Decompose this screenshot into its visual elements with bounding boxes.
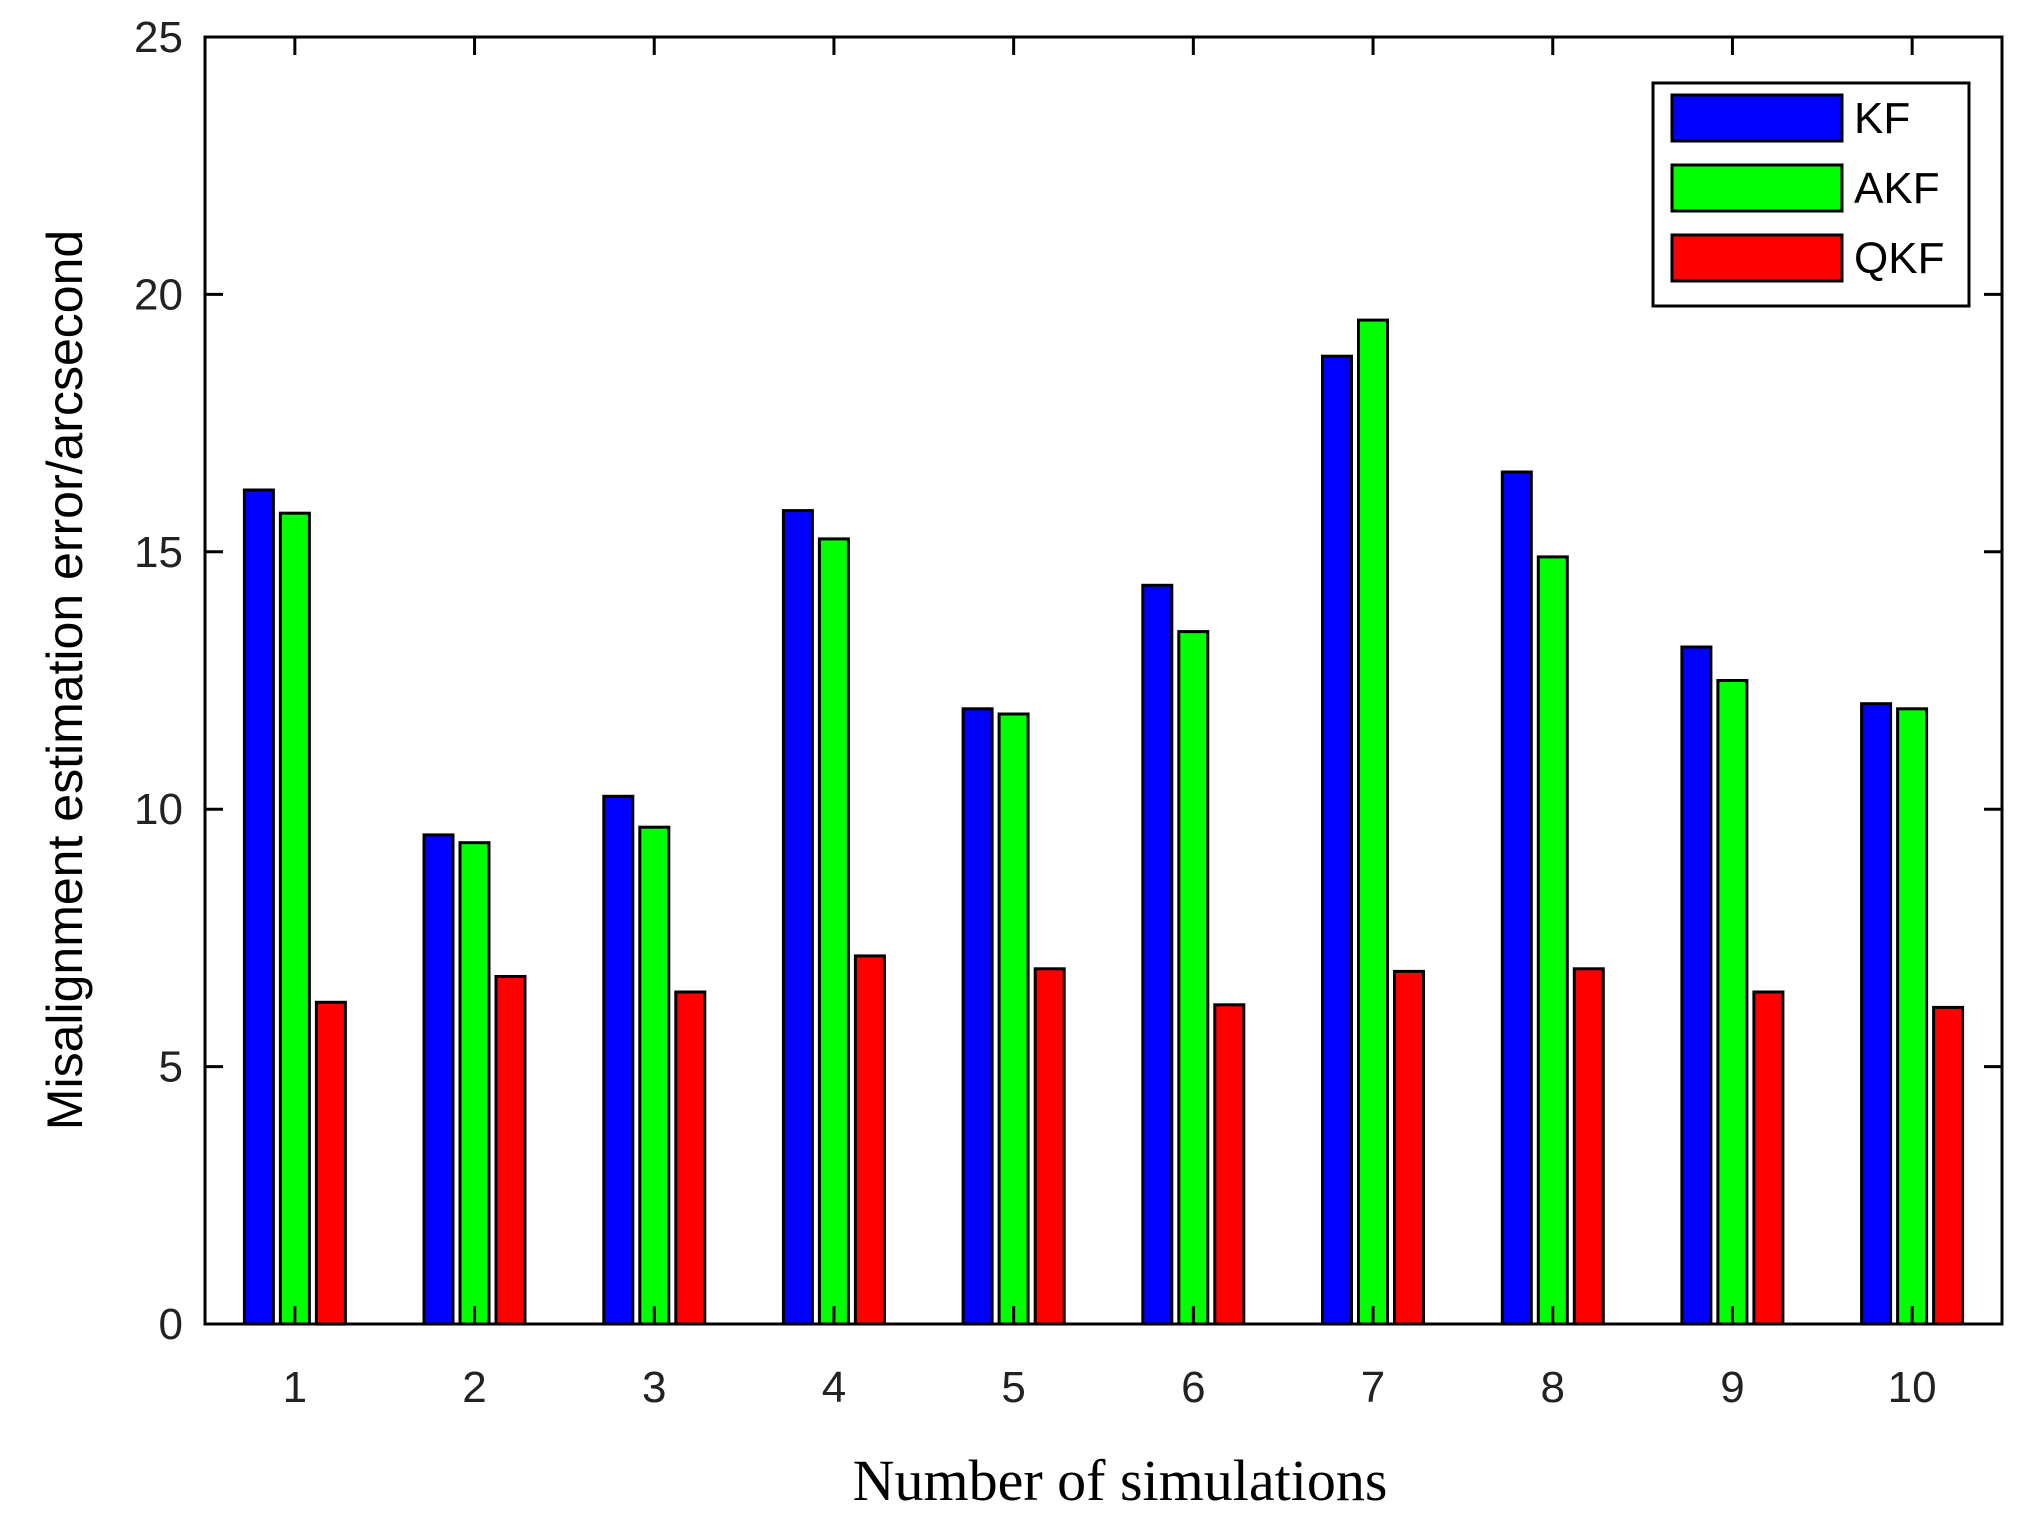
- bar-qkf-1: [314, 1000, 347, 1326]
- x-tick-label: 5: [1001, 1363, 1025, 1412]
- x-tick-label: 7: [1361, 1363, 1385, 1412]
- bar-kf-10: [1860, 702, 1893, 1326]
- plot-area-frame: [203, 35, 2004, 1326]
- y-tick-label: 10: [134, 785, 183, 834]
- bar-qkf-5: [1033, 967, 1066, 1326]
- bar-akf-3: [638, 825, 671, 1326]
- bar-akf-1: [278, 511, 311, 1326]
- x-axis-label: Number of simulations: [853, 1448, 1388, 1513]
- x-tick-label: 4: [822, 1363, 846, 1412]
- bar-qkf-7: [1393, 969, 1425, 1326]
- bar-akf-5: [997, 712, 1030, 1326]
- legend-swatch-kf: [1670, 93, 1844, 143]
- bar-kf-5: [961, 707, 994, 1326]
- bar-akf-10: [1896, 707, 1929, 1326]
- y-tick-label: 15: [134, 528, 183, 577]
- bar-akf-7: [1357, 318, 1389, 1326]
- bar-kf-2: [422, 833, 455, 1326]
- y-tick-label: 25: [134, 13, 183, 62]
- y-tick-label: 20: [134, 270, 183, 319]
- bar-qkf-3: [674, 990, 707, 1326]
- bar-akf-2: [458, 841, 491, 1326]
- x-tick-label: 2: [462, 1363, 486, 1412]
- bar-kf-7: [1321, 354, 1353, 1326]
- x-tick-label: 1: [283, 1363, 307, 1412]
- x-tick-label: 6: [1181, 1363, 1205, 1412]
- bar-qkf-2: [494, 975, 527, 1326]
- bar-kf-1: [242, 488, 275, 1326]
- legend: KF AKF QKF: [1651, 81, 1971, 308]
- x-tick-label: 3: [642, 1363, 666, 1412]
- legend-swatch-akf: [1670, 163, 1844, 213]
- bar-kf-8: [1500, 470, 1533, 1326]
- bars-layer: [242, 318, 1965, 1326]
- legend-label-akf: AKF: [1854, 164, 1940, 213]
- bar-qkf-10: [1932, 1005, 1965, 1326]
- x-axis: 1 2 3 4 5 6 7 8 9 10: [283, 37, 1937, 1412]
- bar-kf-6: [1141, 583, 1174, 1326]
- x-tick-label: 10: [1888, 1363, 1937, 1412]
- bar-akf-8: [1536, 555, 1569, 1326]
- x-tick-label: 8: [1541, 1363, 1565, 1412]
- bar-kf-9: [1680, 645, 1713, 1326]
- legend-label-kf: KF: [1854, 94, 1910, 143]
- bar-kf-3: [602, 794, 635, 1326]
- bar-qkf-8: [1572, 967, 1605, 1326]
- bar-akf-4: [817, 537, 850, 1326]
- x-tick-label: 9: [1720, 1363, 1744, 1412]
- bar-qkf-9: [1752, 990, 1785, 1326]
- y-axis: 0 5 10 15 20 25: [134, 13, 2002, 1349]
- y-axis-label: Misalignment estimation error/arcsecond: [37, 230, 93, 1130]
- y-tick-label: 0: [159, 1300, 183, 1349]
- bar-qkf-4: [853, 954, 886, 1326]
- bar-akf-6: [1177, 630, 1210, 1326]
- y-tick-label: 5: [159, 1043, 183, 1092]
- bar-akf-9: [1716, 679, 1749, 1326]
- legend-label-qkf: QKF: [1854, 234, 1944, 283]
- bar-kf-4: [781, 509, 814, 1326]
- legend-swatch-qkf: [1670, 233, 1844, 283]
- bar-qkf-6: [1213, 1003, 1246, 1326]
